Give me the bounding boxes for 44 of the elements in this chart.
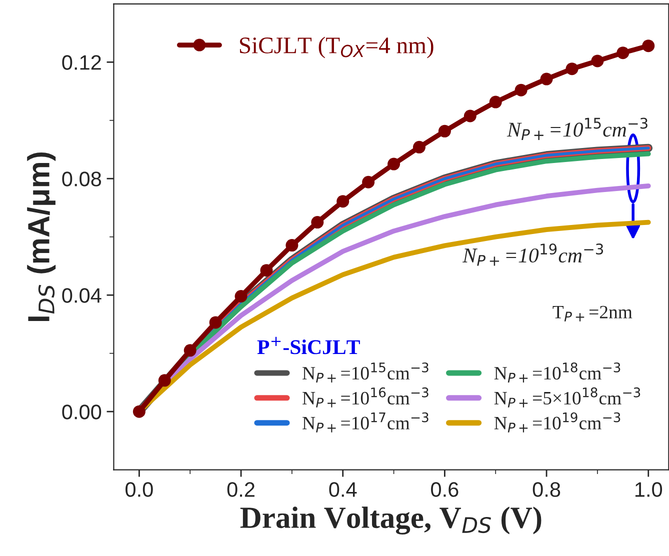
point [311,216,324,229]
y-axis-title: I$_{DS}$ (mA/μm) [27,152,56,321]
point [412,140,426,154]
point [464,110,476,122]
x-axis-title: Drain Voltage, V$_{DS}$ (V) [240,506,542,535]
point [642,40,655,52]
x-tick-label: 0.4 [329,482,357,497]
annotation: T$_{P+}$=2nm [552,306,632,322]
x-tick-label: 0.0 [126,482,153,497]
legend-label: N$_{P+}$=5×10$^{18}$cm$^{−3}$ [494,387,640,408]
annotation: N$_{P+}$=10$^{19}$cm$^{−3}$ [462,244,604,266]
y-tick-label: 0.00 [62,404,102,420]
point [286,239,298,252]
point [158,374,171,387]
annotation: N$_{P+}$=10$^{15}$cm$^{−3}$ [506,118,648,140]
point [362,176,375,188]
legend-label: N$_{P+}$=10$^{19}$cm$^{−3}$ [494,412,620,432]
legend-label: N$_{P+}$=10$^{15}$cm$^{−3}$ [302,362,428,382]
y-tick-label: 0.04 [62,288,102,303]
point [616,46,630,60]
point [132,405,146,418]
point [438,124,451,138]
x-tick-label: 0.2 [227,482,254,497]
point [388,158,400,170]
point [260,264,273,277]
point [234,290,248,303]
legend-label: N$_{P+}$=10$^{18}$cm$^{−3}$ [494,362,620,382]
point [184,344,196,357]
legend-label: N$_{P+}$=10$^{16}$cm$^{−3}$ [302,387,428,408]
y-tick-label: 0.12 [62,55,101,70]
point [209,316,222,329]
point [336,195,350,208]
point [566,62,578,76]
legend-label: N$_{P+}$=10$^{17}$cm$^{−3}$ [302,412,428,432]
legend-label: SiCJLT (T$_{OX}$=4 nm) [240,36,434,58]
x-tick-label: 0.8 [532,482,560,497]
y-tick-label: 0.08 [62,172,102,186]
point [489,96,502,108]
legend-title: P$^{+}$-SiCJLT [257,336,360,354]
point [514,84,528,96]
x-tick-label: 0.6 [431,482,458,497]
point [591,54,604,68]
point [540,72,553,86]
x-tick-label: 1.0 [635,482,662,497]
